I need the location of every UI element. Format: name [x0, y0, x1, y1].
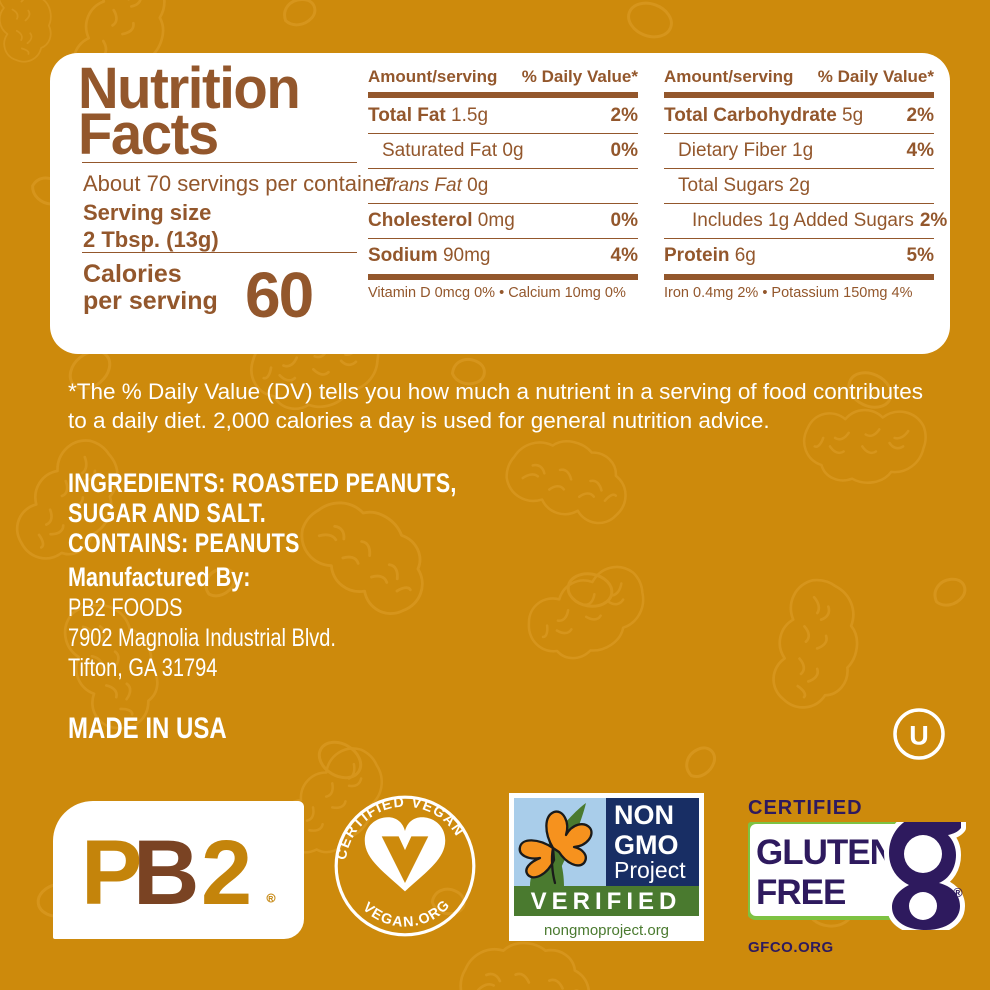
svg-text:2: 2: [201, 822, 249, 924]
svg-text:VERIFIED: VERIFIED: [531, 888, 682, 915]
svg-text:GMO: GMO: [614, 830, 679, 860]
svg-text:Project: Project: [614, 857, 686, 883]
svg-text:U: U: [909, 721, 929, 751]
svg-text:GLUTEN: GLUTEN: [756, 833, 894, 872]
svg-text:NON: NON: [614, 800, 674, 830]
svg-text:FREE: FREE: [756, 873, 845, 912]
svg-text:B: B: [133, 822, 196, 924]
svg-text:R: R: [268, 896, 273, 903]
svg-text:P: P: [81, 822, 140, 924]
